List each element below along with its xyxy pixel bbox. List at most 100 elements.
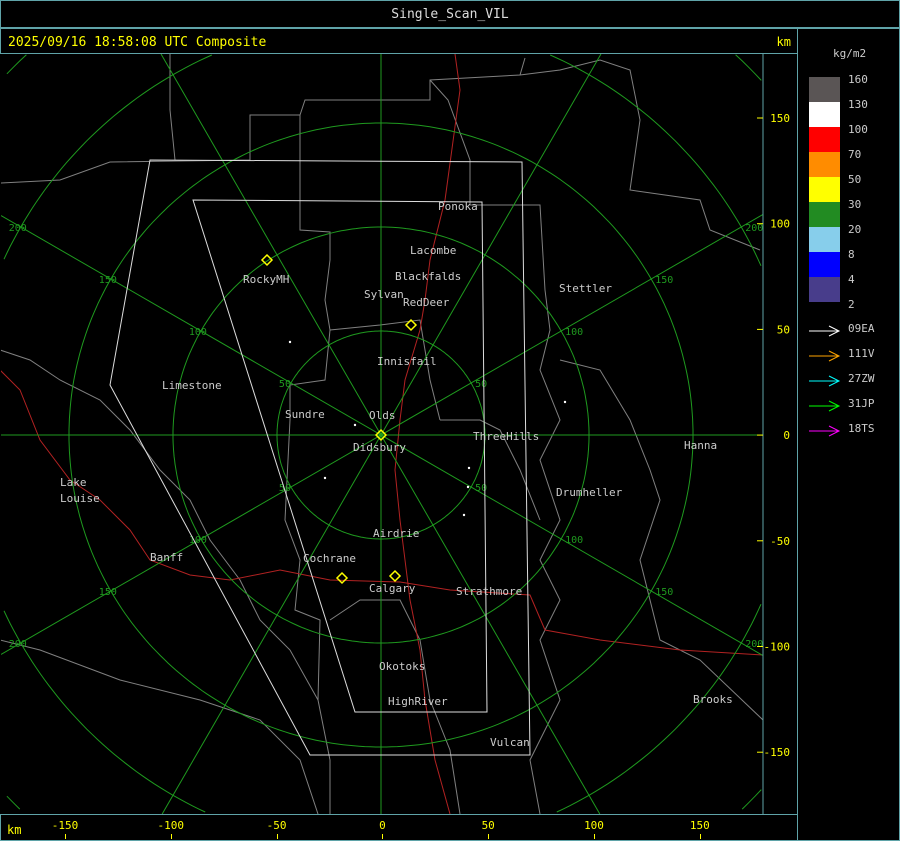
legend-unit: kg/m2: [833, 47, 867, 60]
radar-site-icon: [335, 571, 349, 585]
city-label-hanna: Hanna: [684, 439, 717, 452]
km-unit-label: km: [776, 35, 791, 49]
legend-bin-label: 100: [848, 123, 868, 136]
legend-swatch: [809, 152, 840, 177]
x-axis-bar: km -150 -100 -50 0 50 100 150: [0, 814, 798, 841]
range-ring-label: 100: [565, 327, 583, 338]
station-marker-icon: [353, 423, 357, 427]
range-ring-label: 50: [279, 483, 291, 494]
x-axis-tick: [594, 834, 595, 839]
river-line: [1, 370, 763, 656]
legend-swatch: [809, 127, 840, 152]
range-ring-label: 200: [745, 639, 763, 650]
boundary-line: [1, 639, 319, 814]
x-axis-tick-label: 50: [481, 819, 495, 832]
legend-bin-label: 160: [848, 73, 868, 86]
legend-track-label: 31JP: [848, 397, 875, 410]
x-axis-tick: [488, 834, 490, 839]
y-axis-tick-label: 150: [770, 112, 790, 125]
x-axis-unit: km: [7, 823, 22, 837]
range-ring-label: 50: [475, 379, 487, 390]
window-title: Single_Scan_VIL: [391, 7, 509, 22]
city-label-olds: Olds: [369, 409, 396, 422]
y-axis-tick-label: -100: [764, 641, 791, 654]
boundary-line: [559, 359, 763, 721]
station-marker-icon: [323, 476, 327, 480]
boundary-line: [519, 59, 761, 251]
station-marker-icon: [467, 466, 471, 470]
range-ring-label: 50: [475, 483, 487, 494]
radial-line: [1, 215, 763, 656]
city-label-didsbury: Didsbury: [353, 441, 406, 454]
arrow-icon: [809, 425, 841, 437]
boundary-line: [329, 319, 441, 421]
city-label-lake: Lake: [60, 476, 87, 489]
city-label-sundre: Sundre: [285, 408, 325, 421]
station-marker-icon: [563, 400, 567, 404]
arrow-icon: [809, 325, 841, 337]
y-axis-tick-label: 100: [770, 218, 790, 231]
coverage-polygon-inner: [192, 199, 488, 713]
y-axis-tick-label: 0: [783, 429, 790, 442]
legend-bin-label: 20: [848, 223, 862, 236]
city-label-cochrane: Cochrane: [303, 552, 356, 565]
city-label-innisfail: Innisfail: [377, 355, 437, 368]
radar-map[interactable]: 50 50 50 50 100 100 100 100 150 150 150 150 200 200 20…: [0, 0, 798, 814]
legend-track-18ts: 18TS: [809, 422, 899, 437]
legend-bin-label: 130: [848, 98, 868, 111]
city-label-calgary: Calgary: [369, 582, 416, 595]
legend-swatch: [809, 202, 840, 227]
x-axis-tick: [170, 834, 172, 839]
x-axis-tick: [276, 834, 278, 839]
x-axis-tick-label: 150: [689, 819, 710, 832]
legend-track-label: 18TS: [848, 422, 875, 435]
coverage-polygon-outer: [109, 159, 531, 756]
y-axis-tick-label: -150: [764, 746, 791, 759]
scan-timestamp: 2025/09/16 18:58:08 UTC Composite: [8, 35, 267, 50]
boundary-line: [1, 349, 319, 701]
city-label-lacombe: Lacombe: [410, 244, 456, 257]
legend-track-27zw: 27ZW: [809, 372, 899, 387]
range-ring-label: 200: [9, 223, 27, 234]
city-label-banff: Banff: [150, 551, 183, 564]
range-ring-label: 50: [279, 379, 291, 390]
city-label-vulcan: Vulcan: [490, 736, 530, 749]
legend-swatch: [809, 227, 840, 252]
x-axis-tick: [65, 834, 66, 839]
legend-bin-label: 30: [848, 198, 862, 211]
boundary-line: [329, 599, 461, 814]
legend-panel: kg/m2 160 130 100 70 50 30 20 8 4 2 09EA 111V 27ZW 3…: [797, 28, 900, 841]
x-axis-tick-label: -100: [157, 819, 185, 832]
range-ring-label: 150: [655, 587, 673, 598]
x-axis-tick-label: 0: [379, 819, 386, 832]
x-axis-tick: [382, 834, 384, 839]
station-marker-icon: [466, 485, 470, 489]
city-label-drumheller: Drumheller: [556, 486, 623, 499]
legend-bin-label: 70: [848, 148, 862, 161]
x-axis-tick-label: 100: [584, 819, 604, 832]
radar-site-icon: [404, 318, 418, 332]
legend-track-label: 27ZW: [848, 372, 875, 385]
legend-track-111v: 111V: [809, 347, 899, 362]
legend-track-label: 111V: [848, 347, 875, 360]
city-label-ponoka: Ponoka: [438, 200, 478, 213]
boundary-line: [429, 79, 561, 814]
city-label-threehills: ThreeHills: [473, 430, 539, 443]
city-label-louise: Louise: [60, 492, 100, 505]
boundary-line: [1, 57, 526, 184]
city-label-airdrie: Airdrie: [373, 527, 419, 540]
x-axis-tick-label: -50: [266, 819, 287, 832]
city-label-highriver: HighRiver: [388, 695, 448, 708]
legend-bin-label: 4: [848, 273, 855, 286]
city-label-blackfalds: Blackfalds: [395, 270, 461, 283]
arrow-icon: [809, 375, 841, 387]
range-ring: [3, 54, 762, 813]
range-ring-label: 150: [99, 275, 117, 286]
legend-swatch: [809, 252, 840, 277]
arrow-icon: [809, 350, 841, 362]
legend-bin-label: 2: [848, 298, 855, 311]
boundary-line: [169, 54, 176, 161]
city-label-reddeer: RedDeer: [403, 296, 450, 309]
range-ring-label: 100: [189, 327, 207, 338]
range-ring: [6, 54, 762, 810]
